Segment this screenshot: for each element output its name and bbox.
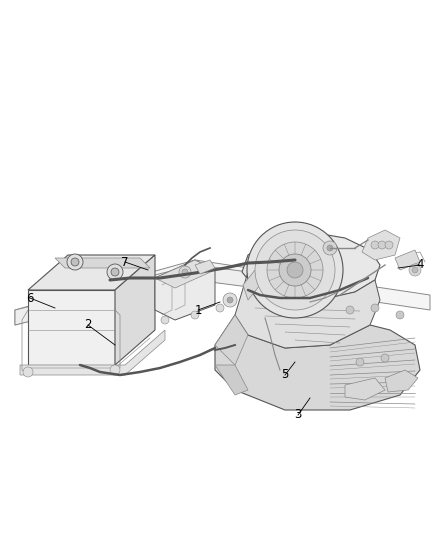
Polygon shape (215, 315, 248, 365)
Text: 3: 3 (294, 408, 302, 422)
Circle shape (385, 241, 393, 249)
Circle shape (111, 268, 119, 276)
Circle shape (182, 269, 188, 275)
Polygon shape (385, 370, 418, 392)
Text: 6: 6 (26, 292, 34, 304)
Circle shape (247, 222, 343, 318)
Circle shape (346, 306, 354, 314)
Polygon shape (115, 255, 155, 365)
Polygon shape (242, 232, 380, 300)
Circle shape (396, 311, 404, 319)
Polygon shape (195, 260, 215, 274)
Circle shape (287, 262, 303, 278)
Circle shape (371, 241, 379, 249)
Text: 1: 1 (194, 303, 202, 317)
Polygon shape (15, 265, 310, 325)
Circle shape (412, 267, 418, 273)
Text: 7: 7 (121, 255, 129, 269)
Circle shape (267, 242, 323, 298)
Circle shape (279, 254, 311, 286)
Circle shape (323, 241, 337, 255)
Circle shape (381, 354, 389, 362)
Polygon shape (28, 255, 155, 290)
Circle shape (191, 311, 199, 319)
Text: 5: 5 (281, 368, 289, 382)
Polygon shape (243, 270, 260, 300)
Circle shape (371, 304, 379, 312)
Circle shape (378, 241, 386, 249)
Polygon shape (15, 260, 430, 325)
Polygon shape (55, 258, 150, 268)
Circle shape (409, 264, 421, 276)
Polygon shape (235, 272, 380, 348)
Text: 4: 4 (416, 259, 424, 271)
Polygon shape (20, 330, 165, 375)
Polygon shape (345, 378, 385, 400)
Circle shape (255, 230, 335, 310)
Circle shape (107, 264, 123, 280)
Polygon shape (28, 290, 115, 365)
Circle shape (356, 358, 364, 366)
Circle shape (71, 258, 79, 266)
Polygon shape (155, 260, 215, 320)
Circle shape (23, 367, 33, 377)
Circle shape (161, 316, 169, 324)
Circle shape (179, 266, 191, 278)
Circle shape (216, 304, 224, 312)
Polygon shape (155, 260, 215, 288)
Circle shape (110, 365, 120, 375)
Circle shape (327, 245, 333, 251)
Text: 2: 2 (84, 319, 92, 332)
Circle shape (227, 297, 233, 303)
Polygon shape (395, 250, 420, 270)
Circle shape (67, 254, 83, 270)
Circle shape (223, 293, 237, 307)
Polygon shape (215, 315, 420, 410)
Polygon shape (362, 230, 400, 260)
Polygon shape (215, 365, 248, 395)
